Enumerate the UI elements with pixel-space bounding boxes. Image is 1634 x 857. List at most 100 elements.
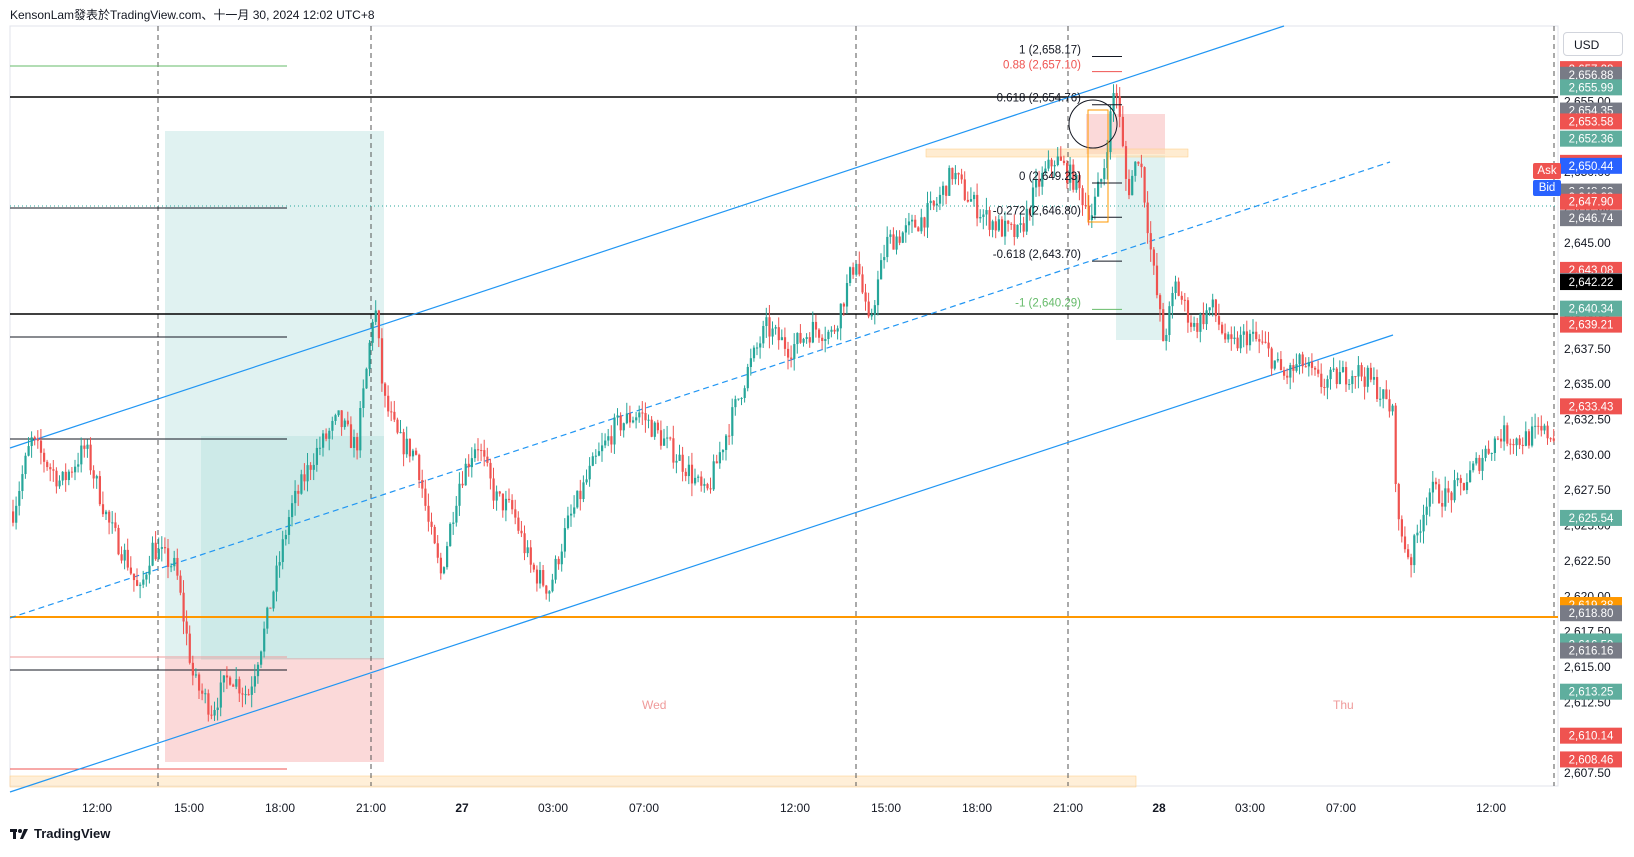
- candle-body: [1081, 188, 1084, 206]
- long-position-target-zone[interactable]: [165, 131, 384, 659]
- candle-body: [845, 283, 849, 307]
- x-tick-label: 18:00: [962, 801, 992, 815]
- candle-body: [849, 267, 852, 284]
- candle-body: [1109, 111, 1112, 153]
- candle-body: [498, 491, 501, 494]
- candle-body: [1320, 373, 1323, 387]
- channel-upper-line[interactable]: [9, 25, 1285, 449]
- resistance-zone[interactable]: [925, 148, 1189, 158]
- candle-body: [1025, 208, 1028, 232]
- brand-footer[interactable]: TradingView: [10, 826, 110, 841]
- candle-body: [61, 471, 64, 481]
- candle-body: [1490, 452, 1493, 454]
- candle-body: [15, 505, 18, 523]
- candle-body: [966, 199, 969, 202]
- fibonacci-extension[interactable]: 1 (2,658.17) 0.88 (2,657.10) 0.618 (2,654.…: [993, 45, 1122, 310]
- candle-body: [1394, 405, 1397, 485]
- candle-body: [1484, 448, 1487, 458]
- candle-body: [1304, 366, 1307, 368]
- brand-name: TradingView: [34, 826, 111, 841]
- candle-body: [1348, 384, 1351, 386]
- candle-body: [960, 174, 963, 180]
- candle-body: [554, 558, 557, 580]
- support-zone-bottom[interactable]: [9, 775, 1137, 788]
- candle-body: [1028, 208, 1031, 216]
- candle-body: [58, 480, 61, 487]
- candle-body: [191, 662, 194, 676]
- highlight-orange-box[interactable]: [1087, 109, 1109, 223]
- price-tag-text: 2,653.58: [1569, 116, 1614, 128]
- candle-body: [256, 664, 260, 677]
- candle-body: [67, 471, 70, 481]
- candle-body: [1428, 492, 1431, 507]
- candle-body: [1493, 438, 1496, 453]
- candle-body: [1521, 444, 1524, 446]
- candle-body: [108, 511, 111, 523]
- ask-label: Ask: [1533, 163, 1561, 179]
- candle-body: [266, 607, 269, 629]
- candle-body: [294, 490, 297, 504]
- candle-body: [365, 368, 368, 389]
- price-tag: [1560, 605, 1622, 622]
- candle-body: [30, 437, 33, 447]
- candle-body: [1093, 196, 1097, 216]
- candle-body: [356, 437, 359, 451]
- candle-body: [1487, 448, 1490, 454]
- candle-body: [1307, 362, 1310, 367]
- short-position-target-zone[interactable]: [1116, 155, 1165, 340]
- highlight-circle[interactable]: [1068, 99, 1118, 149]
- candle-body: [526, 547, 529, 554]
- candle-body: [861, 274, 864, 293]
- candle-body: [1118, 96, 1121, 117]
- candle-body: [380, 338, 384, 384]
- fib-level-label: -0.272 (2,646.80): [993, 205, 1081, 217]
- candle-body: [1276, 359, 1279, 361]
- candle-body: [904, 225, 907, 233]
- channel-median-line[interactable]: [9, 161, 1391, 619]
- price-tag-text: 2,625.54: [1569, 513, 1614, 525]
- channel-lower-line[interactable]: [9, 334, 1394, 793]
- candle-body: [362, 388, 365, 409]
- candle-body: [663, 438, 666, 446]
- candle-body: [504, 498, 508, 511]
- candle-body: [241, 693, 244, 695]
- candle-body: [1013, 224, 1016, 237]
- candle-body: [867, 301, 870, 317]
- candle-body: [1128, 178, 1131, 196]
- candle-body: [839, 303, 842, 329]
- long-position-stop-zone[interactable]: [165, 658, 384, 762]
- candle-body: [167, 548, 170, 567]
- candle-body: [1456, 478, 1459, 481]
- candle-body: [585, 479, 588, 483]
- candle-body: [1233, 337, 1236, 339]
- price-tag: [1560, 683, 1622, 700]
- x-tick-label: 12:00: [1476, 801, 1506, 815]
- candle-body: [1004, 220, 1007, 237]
- candle-body: [517, 517, 520, 531]
- candle-body: [1010, 223, 1013, 225]
- long-position-inner-zone[interactable]: [201, 436, 384, 660]
- candle-body: [201, 690, 204, 694]
- candle-body: [963, 179, 966, 200]
- candle-body: [92, 470, 95, 479]
- candle-body: [945, 185, 948, 196]
- candle-body: [1131, 175, 1134, 196]
- candle-body: [145, 574, 148, 580]
- candle-body: [672, 438, 675, 463]
- candle-body: [1106, 152, 1109, 169]
- candle-body: [328, 430, 331, 439]
- candle-body: [1298, 354, 1301, 365]
- candle-body: [601, 445, 604, 452]
- candle-body: [421, 480, 424, 489]
- candle-body: [269, 607, 272, 609]
- currency-button[interactable]: USD: [1563, 32, 1623, 56]
- candle-body: [907, 221, 911, 226]
- candle-body: [508, 498, 511, 501]
- candle-body: [1506, 425, 1509, 444]
- candle-body: [39, 440, 43, 453]
- candle-body: [142, 579, 145, 585]
- candle-body: [783, 337, 787, 349]
- candle-body: [1431, 481, 1434, 493]
- candle-body: [399, 432, 402, 434]
